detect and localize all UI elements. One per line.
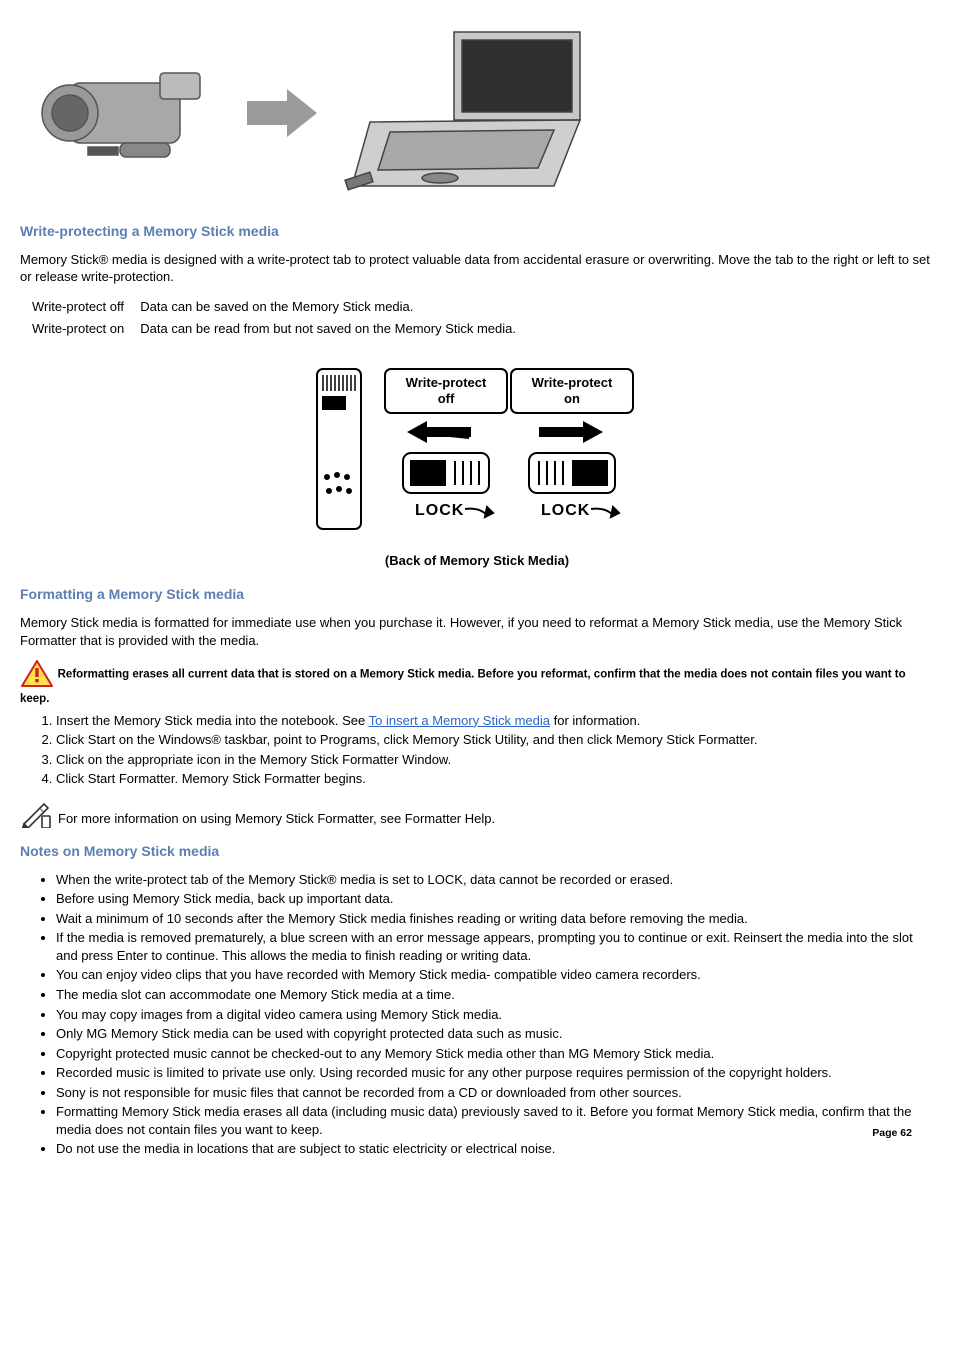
warning-block: Reformatting erases all current data tha… (20, 659, 934, 708)
svg-text:Write-protect: Write-protect (406, 375, 487, 390)
notes-list: When the write-protect tab of the Memory… (56, 871, 934, 1158)
list-item: Formatting Memory Stick media erases all… (56, 1103, 934, 1138)
note-block: For more information on using Memory Sti… (20, 800, 934, 828)
wp-off-label: Write-protect off (32, 298, 138, 318)
list-item: Sony is not responsible for music files … (56, 1084, 934, 1102)
section-heading-formatting: Formatting a Memory Stick media (20, 585, 934, 604)
wp-off-desc: Data can be saved on the Memory Stick me… (140, 298, 530, 318)
list-item: Insert the Memory Stick media into the n… (56, 712, 934, 730)
diagram-caption: (Back of Memory Stick Media) (20, 552, 934, 570)
svg-text:off: off (438, 391, 455, 406)
list-item: Before using Memory Stick media, back up… (56, 890, 934, 908)
insert-memory-stick-link[interactable]: To insert a Memory Stick media (369, 713, 550, 728)
svg-text:LOCK: LOCK (415, 502, 464, 519)
list-item: Wait a minimum of 10 seconds after the M… (56, 910, 934, 928)
write-protect-diagram: Write-protect off Write-protect on (20, 357, 934, 569)
warning-icon (20, 659, 54, 689)
section1-intro: Memory Stick® media is designed with a w… (20, 251, 934, 286)
wp-on-desc: Data can be read from but not saved on t… (140, 320, 530, 340)
list-item: Only MG Memory Stick media can be used w… (56, 1025, 934, 1043)
format-steps: Insert the Memory Stick media into the n… (56, 712, 934, 788)
list-item: Click Start Formatter. Memory Stick Form… (56, 770, 934, 788)
arrow-right-icon (242, 83, 322, 143)
step1-post: for information. (550, 713, 640, 728)
table-row: Write-protect on Data can be read from b… (32, 320, 530, 340)
wp-on-label: Write-protect on (32, 320, 138, 340)
laptop-image (344, 18, 604, 208)
list-item: Click Start on the Windows® taskbar, poi… (56, 731, 934, 749)
section-heading-notes: Notes on Memory Stick media (20, 842, 934, 861)
svg-text:on: on (564, 391, 580, 406)
warning-text: Reformatting erases all current data tha… (20, 669, 906, 706)
svg-text:Write-protect: Write-protect (532, 375, 613, 390)
write-protect-table: Write-protect off Data can be saved on t… (30, 296, 532, 341)
pencil-note-icon (20, 800, 52, 828)
list-item: Do not use the media in locations that a… (56, 1140, 934, 1158)
section-heading-write-protect: Write-protecting a Memory Stick media (20, 222, 934, 241)
list-item: When the write-protect tab of the Memory… (56, 871, 934, 889)
page-number: Page 62 (872, 1126, 912, 1140)
list-item: You may copy images from a digital video… (56, 1006, 934, 1024)
svg-text:LOCK: LOCK (541, 502, 590, 519)
list-item: Recorded music is limited to private use… (56, 1064, 934, 1082)
section2-intro: Memory Stick media is formatted for imme… (20, 614, 934, 649)
list-item: If the media is removed prematurely, a b… (56, 929, 934, 964)
note-text: For more information on using Memory Sti… (58, 810, 495, 828)
list-item: Click on the appropriate icon in the Mem… (56, 751, 934, 769)
list-item: You can enjoy video clips that you have … (56, 966, 934, 984)
table-row: Write-protect off Data can be saved on t… (32, 298, 530, 318)
list-item: Copyright protected music cannot be chec… (56, 1045, 934, 1063)
step1-pre: Insert the Memory Stick media into the n… (56, 713, 369, 728)
list-item: The media slot can accommodate one Memor… (56, 986, 934, 1004)
camcorder-image (20, 33, 220, 193)
hero-illustration (20, 18, 934, 208)
